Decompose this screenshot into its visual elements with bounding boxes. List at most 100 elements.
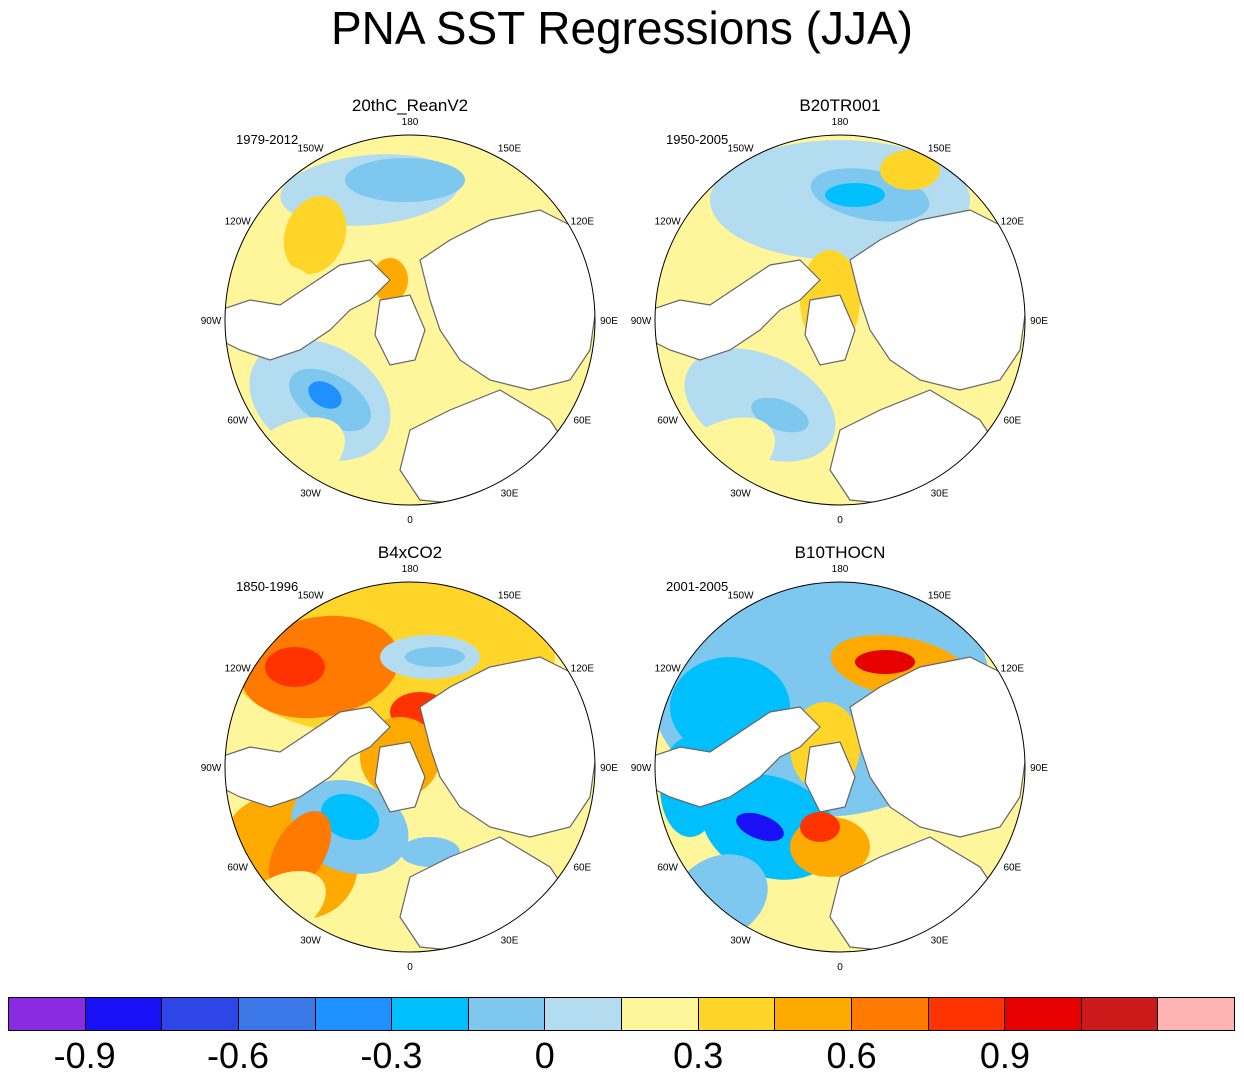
longitude-label: 60W <box>227 863 248 874</box>
greenland-land <box>374 294 426 366</box>
longitude-label: 60W <box>657 863 678 874</box>
colorbar-label: 0 <box>534 1035 555 1076</box>
longitude-label: 120E <box>1001 217 1025 228</box>
map-panel-4: B10THOCN 2001-2005 180 150E 120E 90E 60E 30E 0… <box>631 543 1049 973</box>
longitude-label: 90W <box>201 763 222 774</box>
map-border <box>224 581 596 953</box>
longitude-label: 120E <box>571 664 595 675</box>
colorbar-swatch <box>85 998 163 1030</box>
longitude-label: 0 <box>407 962 413 973</box>
colorbar-swatch <box>1081 998 1159 1030</box>
sst-anomaly-region <box>268 811 332 893</box>
longitude-label: 0 <box>407 515 413 526</box>
longitude-label: 120E <box>1001 664 1025 675</box>
panel-period: 1850-1996 <box>236 579 299 594</box>
longitude-label: 150E <box>498 591 522 602</box>
longitude-label: 30W <box>300 488 321 499</box>
longitude-label: 90E <box>1030 316 1048 327</box>
longitude-label: 30E <box>501 488 519 499</box>
longitude-label: 90W <box>631 316 652 327</box>
sst-anomaly-region <box>265 647 325 687</box>
longitude-label: 60E <box>573 863 591 874</box>
map-panel-3: B4xCO2 1850-1996 180 150E 120E 90E 60E 30E 0 30… <box>201 543 619 973</box>
colorbar-label: -0.3 <box>360 1035 423 1076</box>
colorbar-label: 0.9 <box>979 1035 1030 1076</box>
longitude-label: 120W <box>655 217 682 228</box>
longitude-label: 90E <box>1030 763 1048 774</box>
eurasia-land <box>419 209 595 391</box>
polar-map: 180 150E 120E 90E 60E 30E 0 30W 60W 90W 120W 150W <box>201 117 619 526</box>
colorbar-swatch <box>1158 998 1234 1030</box>
eurasia-land <box>419 656 595 838</box>
longitude-label: 180 <box>402 564 419 575</box>
colorbar <box>8 997 1235 1031</box>
longitude-label: 60E <box>573 416 591 427</box>
sst-anomaly-region <box>855 650 915 674</box>
colorbar-swatch <box>851 998 929 1030</box>
colorbar-swatch <box>545 998 622 1030</box>
colorbar-label: 0.3 <box>673 1035 724 1076</box>
map-field <box>655 135 1025 505</box>
north-america-land <box>225 259 391 361</box>
colorbar-label: 0.6 <box>826 1035 877 1076</box>
colorbar-swatch <box>315 998 393 1030</box>
sst-anomaly-region <box>345 158 465 202</box>
longitude-label: 150E <box>928 144 952 155</box>
map-panel-2: B20TR001 1950-2005 180 150E 120E 90E 60E 30E 0… <box>631 96 1049 526</box>
longitude-label: 180 <box>832 117 849 128</box>
colorbar-swatch <box>9 998 86 1030</box>
longitude-label: 30W <box>300 935 321 946</box>
longitude-label: 90E <box>600 763 618 774</box>
panel-title: B10THOCN <box>794 543 886 562</box>
colorbar-swatch <box>238 998 316 1030</box>
colorbar-label: -0.6 <box>207 1035 270 1076</box>
colorbar-swatch <box>1005 998 1082 1030</box>
longitude-label: 150W <box>297 144 324 155</box>
map-border <box>654 581 1026 953</box>
north-america-land <box>655 706 821 808</box>
figure-title: PNA SST Regressions (JJA) <box>330 2 913 54</box>
panel-period: 2001-2005 <box>666 579 729 594</box>
map-field <box>225 135 595 505</box>
longitude-label: 150W <box>727 591 754 602</box>
longitude-label: 120W <box>225 664 252 675</box>
longitude-label: 30E <box>931 935 949 946</box>
colorbar-swatch <box>622 998 699 1030</box>
longitude-label: 30E <box>501 935 519 946</box>
colorbar-label: -0.9 <box>53 1035 116 1076</box>
longitude-label: 150E <box>498 144 522 155</box>
polar-map: 180 150E 120E 90E 60E 30E 0 30W 60W 90W 120W 150W <box>201 564 619 973</box>
map-panel-1: 20thC_ReanV2 1979-2012 180 150E 120E 90E 60E… <box>201 96 619 526</box>
map-field <box>655 582 1025 952</box>
longitude-label: 150E <box>928 591 952 602</box>
longitude-label: 120E <box>571 217 595 228</box>
north-america-land <box>655 259 821 361</box>
eurasia-land <box>849 656 1025 838</box>
longitude-label: 30W <box>730 935 751 946</box>
greenland-land <box>374 741 426 813</box>
longitude-label: 90W <box>631 763 652 774</box>
longitude-label: 90E <box>600 316 618 327</box>
panel-period: 1979-2012 <box>236 132 299 147</box>
sst-anomaly-region <box>308 381 342 409</box>
panel-period: 1950-2005 <box>666 132 729 147</box>
sst-anomaly-region <box>880 150 940 190</box>
eurasia-land <box>849 209 1025 391</box>
longitude-label: 60E <box>1003 416 1021 427</box>
longitude-label: 60W <box>657 416 678 427</box>
north-america-land <box>225 706 391 808</box>
longitude-label: 180 <box>832 564 849 575</box>
colorbar-swatch <box>775 998 852 1030</box>
longitude-label: 90W <box>201 316 222 327</box>
longitude-label: 120W <box>225 217 252 228</box>
colorbar-swatch <box>468 998 546 1030</box>
polar-map: 180 150E 120E 90E 60E 30E 0 30W 60W 90W 120W 150W <box>631 564 1049 973</box>
longitude-label: 30W <box>730 488 751 499</box>
sst-anomaly-region <box>825 183 885 207</box>
greenland-land <box>804 294 856 366</box>
map-field <box>225 582 595 952</box>
panel-title: 20thC_ReanV2 <box>351 96 469 115</box>
longitude-label: 120W <box>655 664 682 675</box>
longitude-label: 0 <box>837 962 843 973</box>
greenland-land <box>804 741 856 813</box>
